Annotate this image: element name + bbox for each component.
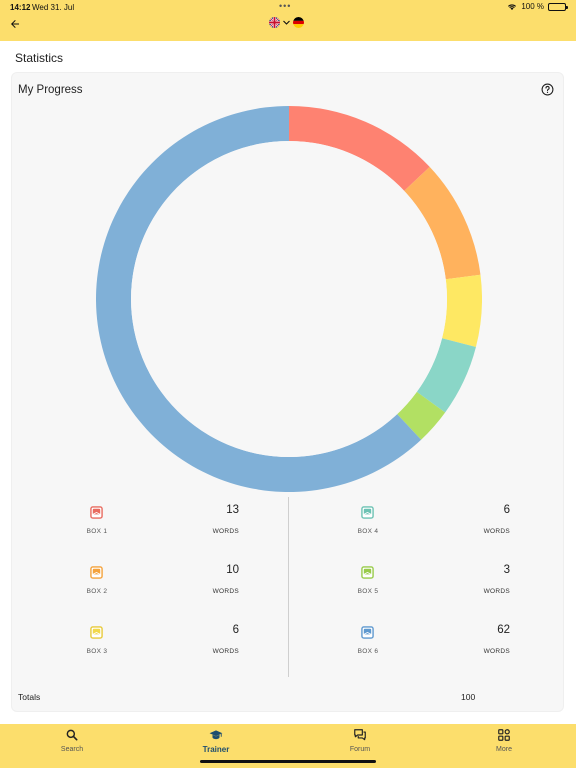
- donut-slice-box-1: [289, 106, 430, 191]
- donut-slice-box-5: [397, 391, 446, 440]
- tab-label: Trainer: [202, 745, 230, 754]
- box-stat-2: BOX 2 10 WORDS: [19, 555, 239, 605]
- totals-value: 100: [461, 692, 476, 702]
- tab-label: More: [496, 746, 512, 753]
- status-indicators: 100 %: [507, 2, 568, 11]
- donut-slice-box-2: [404, 166, 481, 280]
- box-unit: WORDS: [483, 588, 510, 595]
- flashcard-box-icon: [361, 566, 374, 579]
- flashcard-box-icon: [361, 626, 374, 639]
- flashcard-box-icon: [90, 506, 103, 519]
- column-divider: [288, 497, 289, 677]
- bottom-tab-bar: Search Trainer Forum More: [0, 724, 576, 768]
- battery-percent: 100 %: [521, 2, 544, 11]
- box-word-count: 3: [503, 564, 510, 576]
- box-unit: WORDS: [483, 528, 510, 535]
- box-label: BOX 2: [86, 588, 108, 595]
- box-label: BOX 6: [357, 648, 379, 655]
- tab-search[interactable]: Search: [32, 728, 112, 756]
- tab-more[interactable]: More: [464, 728, 544, 756]
- box-word-count: 13: [226, 504, 239, 516]
- box-stats: BOX 1 13 WORDS BOX 2 10 WORDS BOX 3 6 WO…: [12, 495, 565, 677]
- tab-label: Forum: [349, 746, 371, 753]
- box-word-count: 62: [497, 624, 510, 636]
- page-title: Statistics: [15, 51, 64, 65]
- box-stat-4: BOX 4 6 WORDS: [290, 495, 510, 545]
- search-icon: [66, 729, 78, 741]
- multitasking-dots[interactable]: •••: [279, 1, 292, 11]
- chat-bubbles-icon: [354, 729, 366, 741]
- box-unit: WORDS: [212, 588, 239, 595]
- status-date: Wed 31. Jul: [32, 3, 75, 12]
- arrow-left-icon: [11, 20, 19, 28]
- box-word-count: 10: [226, 564, 239, 576]
- box-unit: WORDS: [212, 528, 239, 535]
- tab-label: Search: [60, 746, 84, 753]
- flashcard-box-icon: [90, 626, 103, 639]
- chevron-down-icon: [283, 20, 290, 25]
- box-unit: WORDS: [483, 648, 510, 655]
- donut-slice-box-4: [416, 338, 476, 413]
- progress-donut-chart: [96, 106, 482, 492]
- donut-slice-box-3: [442, 274, 482, 347]
- graduation-cap-icon: [209, 730, 223, 740]
- grid-icon: [498, 729, 510, 741]
- flashcard-box-icon: [90, 566, 103, 579]
- totals-label: Totals: [18, 692, 41, 702]
- box-word-count: 6: [232, 624, 239, 636]
- box-stat-3: BOX 3 6 WORDS: [19, 615, 239, 665]
- box-label: BOX 1: [86, 528, 108, 535]
- back-button[interactable]: [7, 16, 23, 32]
- uk-flag-icon: [269, 17, 280, 28]
- top-bar: 14:12 Wed 31. Jul ••• 100 %: [0, 0, 576, 41]
- box-label: BOX 3: [86, 648, 108, 655]
- wifi-icon: [508, 3, 517, 10]
- box-stat-1: BOX 1 13 WORDS: [19, 495, 239, 545]
- box-label: BOX 5: [357, 588, 379, 595]
- donut-slice-box-6: [96, 106, 422, 492]
- tab-trainer[interactable]: Trainer: [176, 728, 256, 756]
- box-unit: WORDS: [212, 648, 239, 655]
- home-indicator: [200, 760, 376, 763]
- card-title: My Progress: [18, 84, 83, 96]
- box-label: BOX 4: [357, 528, 379, 535]
- tab-forum[interactable]: Forum: [320, 728, 400, 756]
- donut-hole: [131, 141, 447, 457]
- flashcard-box-icon: [361, 506, 374, 519]
- de-flag-icon: [293, 17, 304, 28]
- progress-card: My Progress BOX 1 13 WORDS BOX 2 10 WORD…: [11, 72, 564, 712]
- language-pair-selector[interactable]: [269, 17, 304, 28]
- box-stat-6: BOX 6 62 WORDS: [290, 615, 510, 665]
- battery-icon: [548, 2, 568, 11]
- box-word-count: 6: [503, 504, 510, 516]
- question-circle-icon[interactable]: [541, 83, 554, 96]
- status-time: 14:12: [10, 3, 31, 12]
- box-stat-5: BOX 5 3 WORDS: [290, 555, 510, 605]
